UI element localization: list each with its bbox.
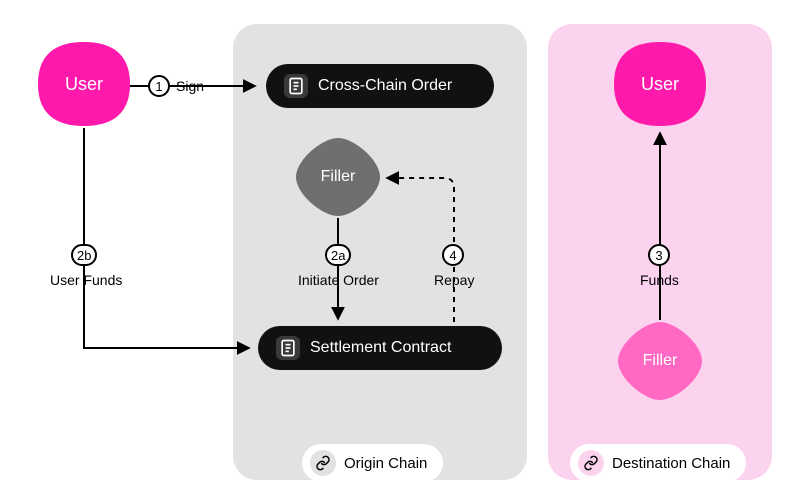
origin-chain-text: Origin Chain bbox=[344, 455, 427, 472]
step-3-badge: 3 bbox=[648, 244, 670, 266]
step-3-label: Funds bbox=[640, 272, 679, 288]
document-icon bbox=[276, 336, 300, 360]
edge-user-funds bbox=[84, 128, 248, 348]
destination-chain-label: Destination Chain bbox=[570, 444, 746, 482]
link-icon bbox=[310, 450, 336, 476]
destination-chain-text: Destination Chain bbox=[612, 455, 730, 472]
settlement-contract-node: Settlement Contract bbox=[258, 326, 502, 370]
step-2b-badge: 2b bbox=[71, 244, 97, 266]
step-4-badge: 4 bbox=[442, 244, 464, 266]
filler-dest-node: Filler bbox=[618, 322, 702, 400]
step-2a-label: Initiate Order bbox=[298, 272, 379, 288]
settlement-contract-label: Settlement Contract bbox=[310, 339, 451, 357]
step-1-label: Sign bbox=[176, 78, 204, 94]
document-icon bbox=[284, 74, 308, 98]
user-origin-label: User bbox=[65, 74, 103, 95]
filler-dest-label: Filler bbox=[643, 352, 678, 370]
filler-origin-node: Filler bbox=[296, 138, 380, 216]
link-icon bbox=[578, 450, 604, 476]
step-2a-badge: 2a bbox=[325, 244, 351, 266]
step-4-label: Repay bbox=[434, 272, 474, 288]
step-2b-label: User Funds bbox=[50, 272, 122, 288]
cross-chain-order-label: Cross-Chain Order bbox=[318, 77, 452, 95]
filler-origin-label: Filler bbox=[321, 168, 356, 186]
user-dest-label: User bbox=[641, 74, 679, 95]
step-1-badge: 1 bbox=[148, 75, 170, 97]
user-origin-node: User bbox=[38, 42, 130, 126]
user-dest-node: User bbox=[614, 42, 706, 126]
origin-chain-label: Origin Chain bbox=[302, 444, 443, 482]
cross-chain-order-node: Cross-Chain Order bbox=[266, 64, 494, 108]
